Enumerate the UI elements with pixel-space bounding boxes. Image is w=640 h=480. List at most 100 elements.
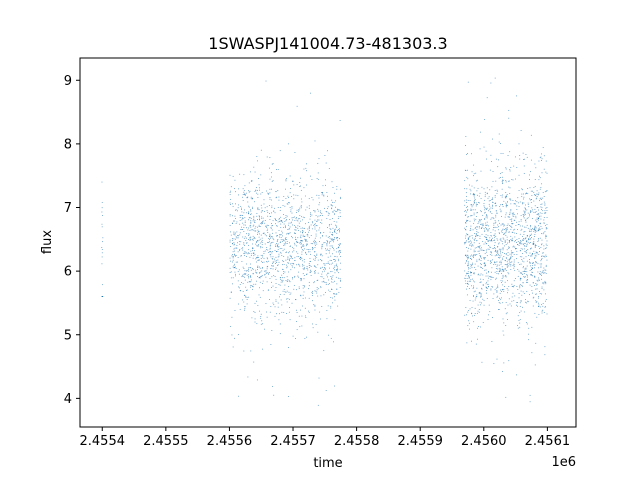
data-point bbox=[303, 291, 305, 293]
data-point bbox=[510, 262, 512, 264]
data-point bbox=[331, 260, 333, 261]
data-point bbox=[505, 180, 507, 181]
data-point bbox=[470, 204, 472, 206]
data-point bbox=[467, 285, 468, 287]
data-point bbox=[487, 319, 489, 320]
data-point bbox=[255, 269, 257, 271]
data-point bbox=[257, 240, 259, 242]
data-point bbox=[543, 312, 545, 313]
data-point bbox=[473, 242, 475, 244]
data-point bbox=[272, 285, 274, 287]
data-point bbox=[283, 312, 285, 313]
data-point bbox=[336, 237, 338, 239]
data-point bbox=[537, 297, 539, 299]
data-point bbox=[300, 240, 301, 242]
data-point bbox=[265, 270, 267, 272]
data-point bbox=[232, 238, 233, 240]
data-point bbox=[536, 217, 538, 219]
data-point bbox=[479, 235, 481, 237]
data-point bbox=[269, 239, 270, 241]
data-point bbox=[533, 192, 535, 194]
data-point bbox=[495, 268, 497, 269]
data-point bbox=[465, 192, 467, 194]
data-point bbox=[299, 218, 301, 220]
data-point bbox=[259, 281, 261, 283]
data-point bbox=[314, 304, 316, 306]
data-point bbox=[476, 226, 478, 228]
data-point bbox=[277, 221, 279, 223]
data-point bbox=[288, 298, 290, 300]
data-point bbox=[306, 253, 307, 255]
data-point bbox=[238, 273, 240, 275]
data-point bbox=[481, 249, 483, 251]
data-point bbox=[526, 282, 527, 283]
data-point bbox=[267, 232, 269, 233]
data-point bbox=[315, 257, 317, 259]
data-point bbox=[314, 244, 316, 246]
data-point bbox=[331, 277, 333, 279]
data-point bbox=[484, 191, 486, 193]
data-point bbox=[484, 207, 486, 209]
data-point bbox=[465, 255, 467, 256]
data-point bbox=[525, 276, 526, 278]
data-point bbox=[246, 242, 247, 244]
data-point bbox=[278, 230, 280, 231]
data-point bbox=[339, 230, 340, 232]
data-point bbox=[279, 234, 280, 236]
data-point bbox=[473, 249, 475, 251]
data-point bbox=[236, 237, 238, 239]
data-point bbox=[500, 270, 502, 272]
data-point bbox=[260, 323, 262, 325]
data-point bbox=[290, 292, 292, 294]
data-point bbox=[502, 274, 504, 276]
data-point bbox=[310, 275, 312, 276]
data-point bbox=[541, 207, 543, 209]
data-point bbox=[497, 264, 499, 266]
data-point bbox=[477, 223, 479, 224]
data-point bbox=[539, 212, 541, 214]
data-point bbox=[470, 272, 472, 274]
data-point bbox=[534, 275, 535, 277]
data-point bbox=[483, 299, 485, 301]
data-point bbox=[266, 266, 268, 268]
data-point bbox=[277, 259, 279, 261]
data-point bbox=[257, 207, 259, 209]
data-point bbox=[522, 203, 523, 205]
data-point bbox=[479, 192, 481, 194]
data-point bbox=[475, 205, 477, 207]
data-point bbox=[326, 211, 328, 213]
data-point bbox=[253, 252, 255, 254]
data-point bbox=[269, 197, 271, 198]
data-point bbox=[536, 221, 538, 223]
data-point bbox=[332, 211, 334, 213]
data-point bbox=[286, 239, 288, 240]
data-point bbox=[274, 260, 276, 262]
data-point bbox=[274, 276, 276, 277]
data-point bbox=[494, 196, 496, 198]
data-point bbox=[256, 257, 258, 259]
data-point bbox=[294, 267, 295, 269]
data-point bbox=[234, 234, 236, 236]
data-point bbox=[474, 290, 476, 292]
data-point bbox=[539, 248, 540, 249]
data-point bbox=[506, 227, 508, 228]
data-point bbox=[296, 209, 298, 211]
data-point bbox=[254, 321, 256, 323]
data-point bbox=[306, 170, 308, 172]
data-point bbox=[280, 278, 282, 280]
data-point bbox=[294, 152, 296, 153]
data-point bbox=[320, 231, 321, 233]
data-point bbox=[300, 205, 302, 207]
data-point bbox=[316, 225, 318, 227]
data-point bbox=[329, 237, 331, 239]
data-point bbox=[254, 222, 256, 224]
data-point bbox=[485, 283, 487, 285]
data-point bbox=[325, 235, 327, 237]
data-point bbox=[101, 223, 103, 225]
data-point bbox=[230, 234, 232, 236]
data-point bbox=[465, 222, 466, 223]
chart-title: 1SWASPJ141004.73-481303.3 bbox=[208, 34, 447, 53]
data-point bbox=[332, 234, 333, 236]
data-point bbox=[244, 244, 245, 246]
data-point bbox=[468, 275, 469, 277]
